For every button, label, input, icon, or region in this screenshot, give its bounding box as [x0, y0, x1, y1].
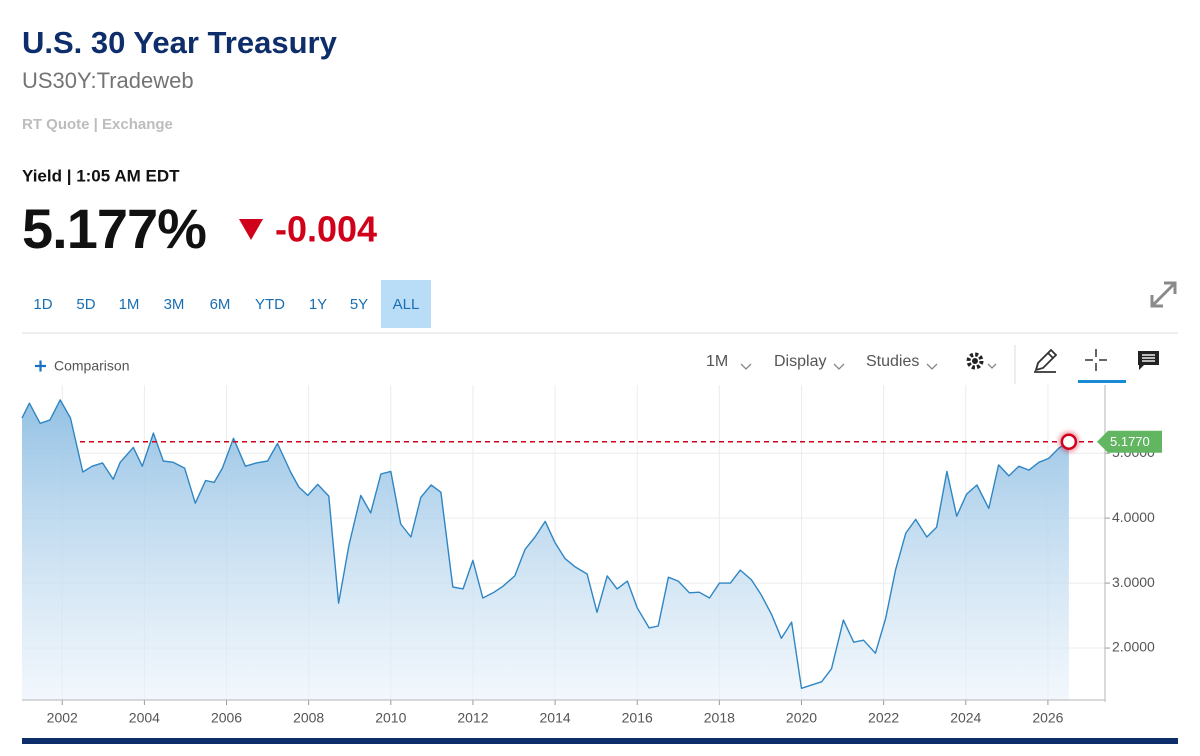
range-button[interactable]: 5Y — [350, 296, 368, 313]
gear-icon — [966, 352, 984, 370]
range-buttons: 1D 5D 1M 3M 6M YTD 1Y 5Y ALL — [33, 280, 431, 328]
symbol: US30Y:Tradeweb — [22, 68, 194, 93]
x-tick-label: 2012 — [457, 710, 488, 726]
x-tick-label: 2022 — [868, 710, 899, 726]
comparison-label: Comparison — [54, 358, 129, 374]
price-change: -0.004 — [275, 209, 377, 250]
comment-lines — [1142, 354, 1155, 362]
interval-menu[interactable]: 1M — [706, 353, 752, 370]
y-tick-label: 2.0000 — [1112, 639, 1155, 655]
x-tick-label: 2016 — [622, 710, 653, 726]
y-tick-label: 4.0000 — [1112, 509, 1155, 525]
range-button-label: ALL — [393, 296, 420, 313]
quote-time: Yield | 1:05 AM EDT — [22, 166, 180, 185]
range-button[interactable]: 3M — [164, 296, 185, 313]
studies-label: Studies — [866, 353, 919, 370]
range-button[interactable]: ALL — [381, 280, 431, 328]
quote-source: RT Quote | Exchange — [22, 116, 173, 133]
chevron — [833, 363, 845, 370]
y-tick-label: 3.0000 — [1112, 574, 1155, 590]
range-button[interactable]: 5D — [76, 296, 95, 313]
chevron — [926, 363, 938, 370]
range-button-label: YTD — [255, 296, 285, 313]
plus-icon — [35, 360, 46, 372]
range-button-active — [381, 280, 431, 328]
x-tick-label: 2008 — [293, 710, 324, 726]
x-tick-label: 2024 — [950, 710, 981, 726]
display-menu[interactable]: Display — [774, 353, 845, 370]
draw-button[interactable] — [1034, 348, 1058, 373]
active-tool-underline — [1078, 380, 1126, 383]
expand-icon[interactable] — [1150, 281, 1177, 308]
comment-button[interactable] — [1138, 351, 1159, 370]
x-tick-label: 2014 — [540, 710, 571, 726]
last-price: 5.177% — [22, 197, 206, 260]
range-button-label: 1M — [119, 296, 140, 313]
last-marker — [1060, 433, 1078, 450]
range-button[interactable]: 1M — [119, 296, 140, 313]
chevron — [740, 363, 752, 370]
display-label: Display — [774, 353, 826, 370]
gear-hub — [972, 358, 978, 364]
comparison-button[interactable]: Comparison — [35, 358, 129, 374]
plot-area — [21, 399, 1097, 700]
range-button-label: 1Y — [309, 296, 327, 313]
x-tick-label: 2010 — [375, 710, 406, 726]
range-button-label: 5D — [76, 296, 95, 313]
range-button-label: 6M — [210, 296, 231, 313]
last-value-label: 5.1770 — [1110, 434, 1150, 449]
range-button[interactable]: 1D — [33, 296, 52, 313]
range-button-label: 3M — [164, 296, 185, 313]
interval-label: 1M — [706, 353, 728, 370]
last-value-tag — [1097, 430, 1162, 453]
settings-button[interactable] — [966, 352, 997, 370]
range-button-label: 1D — [33, 296, 52, 313]
x-tick-label: 2002 — [47, 710, 78, 726]
page-title: U.S. 30 Year Treasury — [22, 25, 338, 60]
down-arrow — [239, 219, 263, 240]
footer-bar — [22, 738, 1178, 744]
x-tick-label: 2004 — [129, 710, 160, 726]
range-button-label: 5Y — [350, 296, 368, 313]
range-button[interactable]: YTD — [255, 296, 285, 313]
x-tick-label: 2018 — [704, 710, 735, 726]
series-line — [21, 399, 1070, 689]
area-fill — [22, 399, 1069, 700]
x-tick-label: 2026 — [1032, 710, 1063, 726]
studies-menu[interactable]: Studies — [866, 353, 938, 370]
range-button[interactable]: 1Y — [309, 296, 327, 313]
chevron — [987, 363, 997, 369]
axes: 2002 2004 2006 2008 2010 2012 2014 2016 2018 2020… — [22, 385, 1162, 726]
x-tick-label: 2006 — [211, 710, 242, 726]
range-button[interactable]: 6M — [210, 296, 231, 313]
x-tick-label: 2020 — [786, 710, 817, 726]
crosshair-button[interactable] — [1085, 349, 1107, 371]
